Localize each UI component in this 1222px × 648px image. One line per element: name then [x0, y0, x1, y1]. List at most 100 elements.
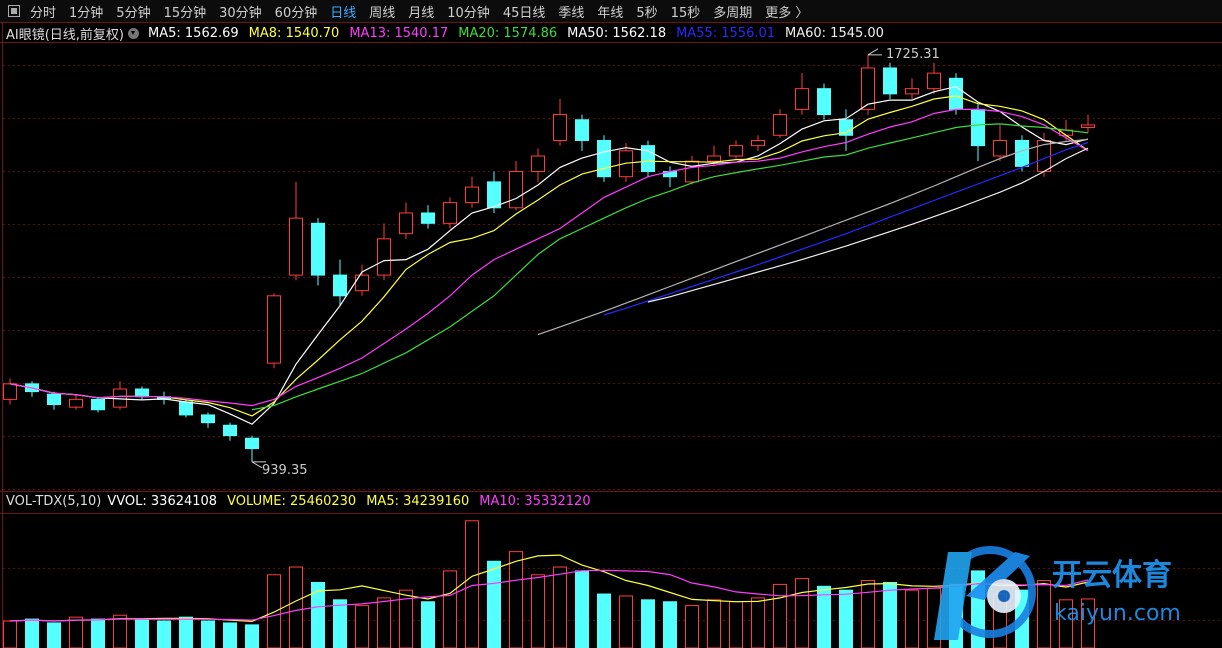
period-tab[interactable]: 周线	[369, 5, 396, 21]
period-tab[interactable]: 10分钟	[447, 5, 490, 21]
dropdown-icon[interactable]	[128, 28, 140, 39]
ma-line	[537, 138, 1089, 336]
period-tab[interactable]: 年线	[597, 5, 624, 21]
ma-line	[9, 85, 1089, 425]
watermark-k	[966, 552, 1030, 600]
volume-bar	[377, 597, 391, 648]
candle-body	[47, 393, 61, 406]
legend-item: MA5: 1562.69	[148, 26, 239, 41]
candle-body	[1015, 139, 1029, 167]
candle-body	[861, 67, 875, 110]
period-tab[interactable]: 分时	[30, 5, 57, 21]
candle-body	[69, 398, 83, 408]
period-tab[interactable]: 1分钟	[69, 5, 104, 21]
annotation-arrow	[251, 461, 266, 469]
volume-bar	[311, 581, 325, 648]
candle-body	[795, 88, 809, 110]
legend-item: MA60: 1545.00	[785, 26, 884, 41]
watermark-site: kaiyun.com	[1054, 601, 1181, 626]
candle-body	[311, 222, 325, 276]
watermark: 开云体育 kaiyun.com	[934, 546, 1181, 640]
volume-bar	[135, 618, 149, 648]
candle-body	[707, 155, 721, 162]
volume-bar	[707, 599, 721, 648]
volume-bar	[157, 620, 171, 648]
volume-bar	[619, 595, 633, 648]
candle-body	[399, 212, 413, 235]
period-tab[interactable]: 日线	[330, 5, 357, 21]
volume-bar	[421, 601, 435, 648]
candle-body	[597, 139, 611, 178]
candle-body	[443, 202, 457, 224]
candle-body	[135, 388, 149, 398]
volume-bar	[729, 601, 743, 648]
period-tab[interactable]: 60分钟	[274, 5, 318, 21]
period-tab[interactable]: 季线	[558, 5, 585, 21]
volume-bar	[267, 574, 281, 648]
legend-item: MA20: 1574.86	[458, 26, 558, 41]
candle-body	[773, 114, 787, 136]
price-legend: AI眼镜(日线,前复权) MA5: 1562.69 MA8: 1540.70 MA13…	[6, 24, 894, 43]
volume-bar	[245, 624, 259, 648]
legend-item: MA50: 1562.18	[567, 26, 667, 41]
candle-body	[223, 424, 237, 437]
period-tab[interactable]: 15分钟	[163, 5, 207, 21]
volume-bar	[905, 589, 919, 648]
period-tab[interactable]: 5分钟	[116, 5, 151, 21]
volume-bar	[25, 618, 39, 648]
volume-bar	[355, 605, 369, 648]
candle-body	[289, 217, 303, 276]
high-label: 1725.31	[886, 47, 940, 62]
candle-body	[729, 145, 743, 157]
candle-body	[883, 67, 897, 95]
period-tab[interactable]: 月线	[408, 5, 435, 21]
volume-bar	[817, 585, 831, 648]
candle-body	[487, 181, 501, 209]
period-toolbar: 分时 1分钟 5分钟 15分钟 30分钟 60分钟 日线 周线 月线 10分钟 45日线 季线 年线 5秒…	[0, 0, 1222, 22]
candle-body	[927, 72, 941, 90]
period-tab[interactable]: 45日线	[502, 5, 546, 21]
legend-item: VOLUME: 25460230	[227, 494, 357, 509]
period-tab[interactable]: 15秒	[670, 5, 701, 21]
volume-bar	[201, 620, 215, 648]
candle-body	[641, 145, 655, 173]
candle-body	[1081, 124, 1095, 129]
candle-body	[751, 139, 765, 147]
volume-bar	[91, 618, 105, 648]
candle-body	[3, 383, 17, 400]
plot: 1725.31 939.35	[3, 47, 1095, 648]
period-tab[interactable]: 30分钟	[219, 5, 262, 21]
candle-body	[993, 139, 1007, 157]
candle-body	[905, 88, 919, 95]
volume-bar	[179, 616, 193, 648]
chart-title: AI眼镜(日线,前复权)	[6, 28, 125, 43]
annotation-arrow	[867, 48, 882, 56]
candle-body	[421, 212, 435, 224]
ma-line	[647, 147, 1089, 303]
period-tab[interactable]: 多周期	[713, 5, 753, 21]
chart-title: VOL-TDX(5,10)	[6, 494, 102, 509]
ma-line	[9, 554, 1089, 623]
candle-body	[531, 155, 545, 173]
frame	[0, 22, 1222, 648]
candle-body	[971, 108, 985, 147]
volume-bar	[113, 614, 127, 648]
volume-bar	[333, 599, 347, 648]
volume-bar	[663, 601, 677, 648]
volume-bar	[509, 551, 523, 648]
volume-info: VVOL: 33624108	[107, 494, 218, 509]
volume-bar	[289, 566, 303, 648]
watermark-title: 开云体育	[1052, 558, 1172, 593]
volume-bar	[641, 599, 655, 648]
period-tab[interactable]: 5秒	[636, 5, 658, 21]
candle-body	[509, 171, 523, 209]
volume-bar	[1081, 598, 1095, 648]
candle-body	[333, 274, 347, 297]
toolbar-icon[interactable]	[8, 5, 20, 17]
ma-line	[9, 95, 1089, 417]
period-tab[interactable]: 更多 〉	[765, 5, 809, 21]
volume-bar	[795, 578, 809, 648]
volume-bar	[883, 581, 897, 648]
